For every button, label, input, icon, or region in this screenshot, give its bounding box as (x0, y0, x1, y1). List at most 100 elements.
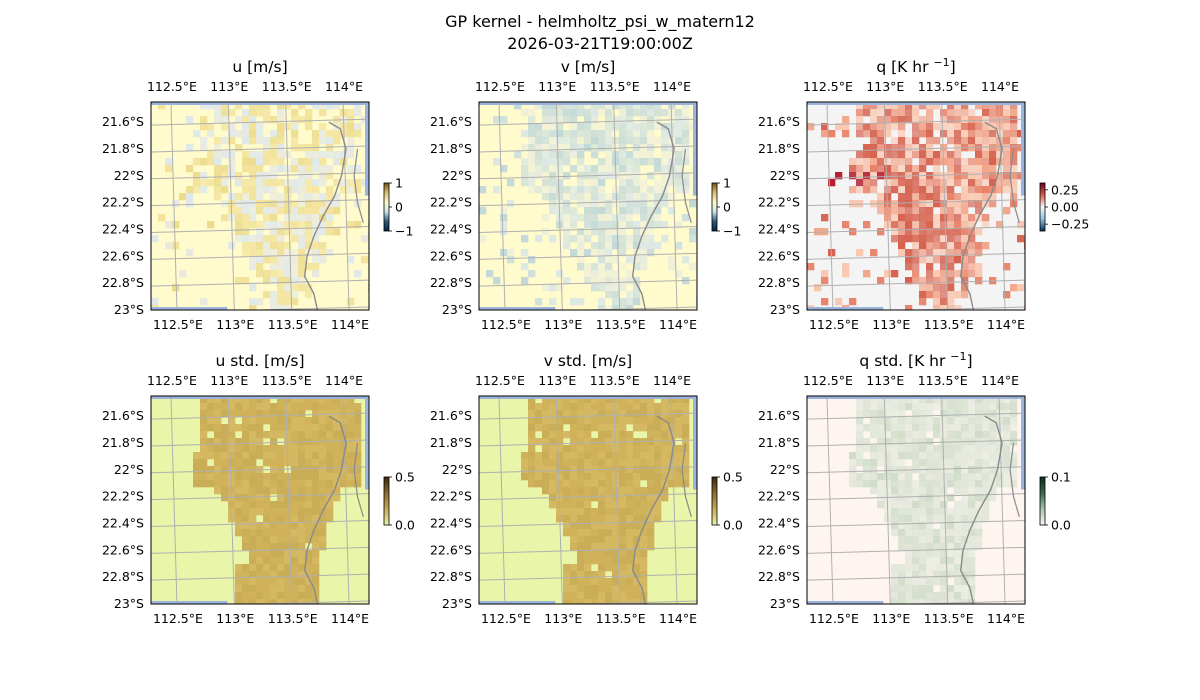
heatmap-cell (207, 102, 215, 110)
heatmap-cell (947, 424, 955, 432)
heatmap-cell (340, 179, 348, 187)
heatmap-cell (242, 249, 250, 257)
heatmap-cell (905, 116, 913, 124)
heatmap-cell (354, 102, 362, 110)
heatmap-cell (249, 102, 257, 110)
heatmap-cell (863, 151, 871, 159)
heatmap-cell (912, 137, 920, 145)
heatmap-cell (319, 123, 327, 131)
heatmap-cell (689, 200, 697, 208)
heatmap-cell (221, 480, 229, 488)
heatmap-cell (961, 200, 969, 208)
heatmap-cell (228, 452, 236, 460)
heatmap-cell (249, 137, 257, 145)
heatmap-cell (347, 424, 355, 432)
heatmap-cell (919, 424, 927, 432)
heatmap-cell (891, 270, 899, 278)
heatmap-cell (612, 137, 620, 145)
heatmap-cell (612, 543, 620, 551)
heatmap-cell (612, 403, 620, 411)
heatmap-cell (305, 165, 313, 173)
heatmap-cell (884, 487, 892, 495)
heatmap-cell (521, 235, 529, 243)
heatmap-cell (354, 480, 362, 488)
heatmap-cell (249, 571, 257, 579)
x-tick-label-top: 112.5°E (475, 373, 525, 388)
heatmap-cell (954, 424, 962, 432)
heatmap-cell (249, 116, 257, 124)
heatmap-cell (584, 494, 592, 502)
heatmap-cell (542, 487, 550, 495)
heatmap-cell (947, 571, 955, 579)
heatmap-cell (221, 487, 229, 495)
heatmap-cell (598, 102, 606, 110)
heatmap-cell (926, 235, 934, 243)
heatmap-cell (347, 186, 355, 194)
heatmap-cell (884, 193, 892, 201)
heatmap-cell (193, 459, 201, 467)
heatmap-cell (968, 235, 976, 243)
heatmap-cell (933, 298, 941, 306)
heatmap-cell (640, 158, 648, 166)
heatmap-cell (954, 172, 962, 180)
heatmap-cell (528, 256, 536, 264)
heatmap-cell (228, 165, 236, 173)
heatmap-cell (968, 501, 976, 509)
y-tick-label: 21.6°S (758, 114, 800, 129)
heatmap-cell (584, 508, 592, 516)
heatmap-cell (996, 438, 1004, 446)
heatmap-cell (842, 221, 850, 229)
heatmap-cell (249, 396, 257, 404)
heatmap-cell (528, 396, 536, 404)
heatmap-cell (947, 256, 955, 264)
heatmap-cell (856, 172, 864, 180)
heatmap-cell (933, 480, 941, 488)
heatmap-cell (870, 179, 878, 187)
heatmap-cell (682, 403, 690, 411)
heatmap-cell (891, 515, 899, 523)
heatmap-cell (1003, 172, 1011, 180)
heatmap-cell (982, 165, 990, 173)
heatmap-cell (612, 305, 620, 310)
parallel-line (807, 546, 1025, 554)
heatmap-cell (528, 151, 536, 159)
heatmap-cell (1010, 431, 1018, 439)
heatmap-cell (640, 536, 648, 544)
heatmap-cell (905, 137, 913, 145)
heatmap-cell (214, 431, 222, 439)
heatmap-cell (584, 536, 592, 544)
heatmap-cell (675, 396, 683, 404)
heatmap-cell (298, 550, 306, 558)
heatmap-cell (263, 494, 271, 502)
heatmap-cell (577, 564, 585, 572)
heatmap-cell (668, 466, 676, 474)
heatmap-cell (905, 564, 913, 572)
heatmap-cell (661, 130, 669, 138)
heatmap-cell (312, 543, 320, 551)
heatmap-cell (563, 207, 571, 215)
heatmap-cell (549, 137, 557, 145)
heatmap-cell (570, 536, 578, 544)
heatmap-cell (270, 179, 278, 187)
heatmap-cell (319, 130, 327, 138)
heatmap-cell (151, 235, 159, 243)
heatmap-cell (891, 508, 899, 516)
heatmap-cell (242, 480, 250, 488)
heatmap-cell (898, 179, 906, 187)
heatmap-cell (947, 536, 955, 544)
heatmap-cell (277, 410, 285, 418)
parallel-line (807, 573, 1025, 581)
heatmap-cell (249, 592, 257, 600)
heatmap-cell (270, 305, 278, 310)
heatmap-cell (919, 130, 927, 138)
heatmap-cell (312, 564, 320, 572)
colorbar-tick-label: 0.1 (1051, 470, 1071, 485)
heatmap-cell (249, 263, 257, 271)
meridian-line (170, 396, 178, 604)
heatmap-cell (312, 494, 320, 502)
heatmap-cell (926, 543, 934, 551)
heatmap-cell (863, 438, 871, 446)
heatmap-cell (947, 473, 955, 481)
heatmap-cell (249, 235, 257, 243)
heatmap-cell (905, 431, 913, 439)
